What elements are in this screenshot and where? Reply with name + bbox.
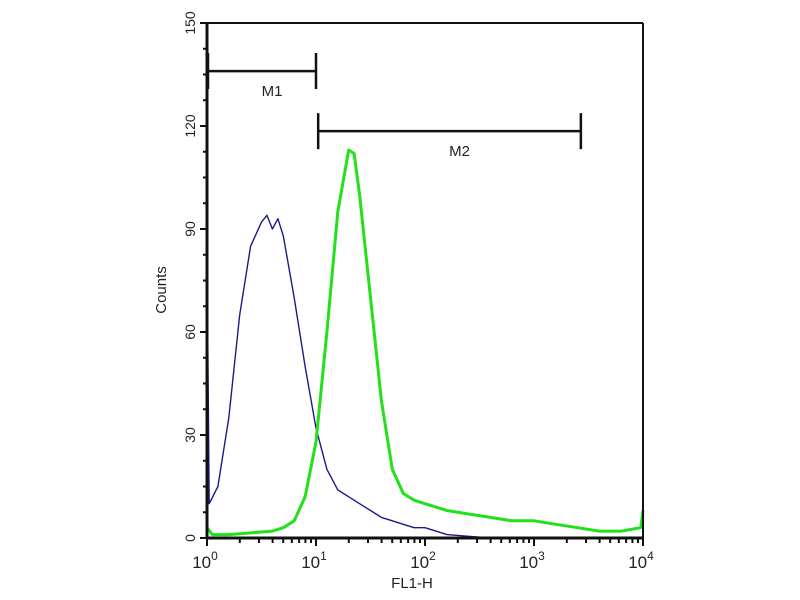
axes-layer: 0 30 60 90 120 150 100 101 102 103 104 [182, 11, 654, 572]
x-tick-label: 101 [301, 549, 327, 572]
series-antibody-line [205, 148, 645, 537]
series-layer [205, 148, 645, 539]
plot-frame [205, 22, 644, 540]
x-tick-label: 102 [410, 549, 436, 572]
y-tick-label: 60 [182, 324, 198, 340]
x-tick-label: 100 [192, 549, 218, 572]
y-tick-label: 90 [182, 221, 198, 237]
y-tick-label: 30 [182, 427, 198, 443]
markers-layer: M1 M2 [206, 53, 583, 160]
x-tick-label: 103 [519, 549, 545, 572]
y-tick-label: 120 [182, 114, 198, 138]
x-axis-label: FL1-H [391, 575, 433, 592]
marker-M1-label: M1 [262, 83, 283, 100]
marker-M2-label: M2 [449, 143, 470, 160]
x-tick-label: 104 [628, 549, 654, 572]
series-control-line [206, 214, 643, 539]
y-tick-label: 150 [182, 11, 198, 35]
y-tick-label: 0 [182, 534, 198, 542]
y-axis-label: Counts [153, 266, 170, 314]
